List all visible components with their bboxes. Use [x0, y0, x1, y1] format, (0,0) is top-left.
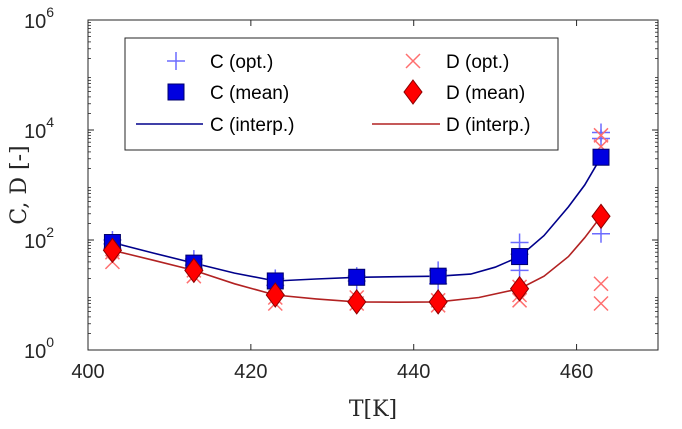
point-d-opt [593, 295, 609, 312]
legend-marks [136, 52, 440, 125]
y-tick-label: 100 [24, 334, 54, 363]
series-line-c-interp [112, 156, 602, 282]
y-tick-exponent: 4 [46, 114, 54, 130]
point-c-opt [592, 129, 610, 148]
y-tick-exponent: 6 [46, 4, 54, 20]
legend-mark-c-mean [167, 83, 185, 101]
plot-marks [102, 123, 611, 315]
legend-label-d-mean: D (mean) [446, 83, 525, 104]
point-d-mean [184, 257, 204, 284]
y-tick-label: 102 [24, 224, 54, 253]
x-tick-label: 440 [397, 361, 430, 383]
point-d-mean [591, 203, 611, 230]
legend-label-c-opt: C (opt.) [210, 52, 273, 73]
legend-mark-d-mean [403, 79, 423, 105]
point-d-opt [593, 276, 609, 292]
x-axis-title: T[K] [349, 397, 397, 422]
legend-label-c-mean: C (mean) [210, 83, 289, 104]
point-d-opt [593, 127, 609, 143]
point-d-mean [347, 289, 367, 315]
x-tick-label: 420 [234, 361, 267, 383]
axes-box [87, 19, 659, 351]
y-tick-label: 104 [24, 114, 54, 143]
y-axis-title: C, D [-] [7, 145, 32, 224]
point-d-mean [102, 237, 123, 264]
x-tick-label: 400 [71, 361, 104, 383]
point-d-mean [509, 275, 530, 302]
y-tick-label: 106 [24, 4, 54, 33]
point-c-mean [429, 267, 447, 285]
series-line-d-interp [112, 215, 602, 304]
legend-mark-c-opt [167, 52, 185, 70]
point-d-mean [265, 282, 285, 308]
y-tick-exponent: 2 [46, 224, 54, 240]
y-tick-exponent: 0 [46, 334, 54, 350]
point-c-mean [511, 248, 529, 266]
legend-label-c-interp: C (interp.) [210, 115, 294, 136]
legend-box [124, 37, 559, 151]
legend-mark-d-opt [405, 53, 421, 69]
point-c-mean [348, 268, 366, 286]
legend: C (opt.) D (opt.) C (mean) D (mean) C (i… [124, 37, 559, 151]
legend-label-d-interp: D (interp.) [446, 115, 530, 136]
x-tick-label: 460 [560, 361, 593, 383]
point-d-mean [428, 289, 448, 315]
point-c-mean [592, 148, 610, 166]
legend-label-d-opt: D (opt.) [446, 52, 509, 73]
